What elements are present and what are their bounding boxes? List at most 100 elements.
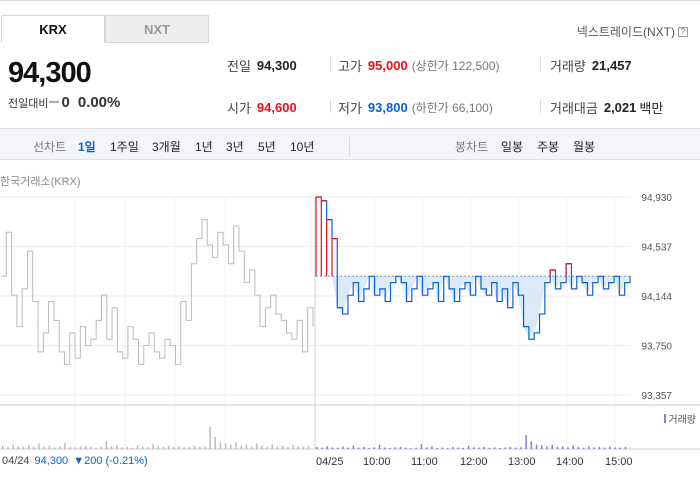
volume-bar	[84, 445, 87, 449]
volume-bar	[136, 445, 139, 449]
volume-legend-swatch	[664, 414, 667, 423]
volume-bar	[446, 448, 449, 449]
stat-label: 고가	[338, 59, 362, 74]
x-tick: 12:00	[460, 456, 488, 468]
period-3y[interactable]: 3년	[226, 140, 244, 154]
x-tick: 13:00	[508, 456, 536, 468]
period-1y[interactable]: 1년	[195, 140, 213, 154]
volume-bar	[53, 447, 56, 449]
x-tick: 14:00	[556, 456, 584, 468]
volume-bar	[38, 443, 40, 449]
period-5y[interactable]: 5년	[258, 140, 276, 154]
volume-bar	[389, 447, 391, 449]
tab-nxt[interactable]: NXT	[105, 15, 209, 43]
volume-bar	[276, 446, 279, 449]
stat-value: 21,457	[591, 58, 632, 73]
line-chart-label[interactable]: 선차트	[33, 140, 67, 154]
volume-bar	[12, 444, 14, 449]
volume-bar	[69, 446, 71, 449]
volume-bar	[307, 445, 310, 449]
y-tick-label: 93,750	[641, 342, 672, 353]
volume-bar	[363, 446, 365, 449]
volume-bar	[235, 442, 237, 449]
volume-bar	[394, 447, 396, 449]
x-tick: 11:00	[411, 456, 438, 468]
volume-legend-text: 거래량	[668, 415, 696, 426]
volume-bar	[493, 447, 496, 449]
volume-bar	[556, 446, 559, 449]
volume-bar	[183, 447, 185, 449]
volume-bar	[572, 445, 574, 449]
divider	[540, 99, 541, 113]
volume-bar	[342, 446, 344, 449]
volume-bar	[281, 445, 284, 449]
period-1d[interactable]: 1일	[78, 140, 96, 154]
volume-bar	[116, 445, 118, 449]
stat-high: 고가 95,000 (상한가 122,500)	[338, 56, 500, 75]
stat-value: 2,021	[603, 100, 637, 115]
volume-bar	[316, 446, 318, 449]
volume-bar	[204, 446, 206, 449]
volume-bar	[178, 446, 180, 449]
period-1w[interactable]: 1주일	[110, 140, 139, 154]
stat-volume: 거래량 21,457	[550, 56, 632, 75]
volume-bar	[95, 447, 97, 449]
volume-bar	[33, 446, 35, 449]
change-label: 전일대비	[8, 97, 49, 110]
volume-bar	[541, 445, 543, 449]
stat-low: 저가 93,800 (하한가 66,100)	[338, 98, 493, 117]
volume-bar	[302, 446, 305, 449]
volume-bar	[292, 445, 294, 449]
prev-day-change: ▼200 (-0.21%)	[73, 455, 148, 467]
volume-bar	[499, 447, 501, 449]
volume-bar	[261, 445, 263, 449]
volume-bar	[567, 447, 569, 449]
stat-label: 거래량	[550, 59, 586, 74]
series-today	[316, 196, 631, 340]
volume-bar	[43, 446, 45, 449]
volume-bar	[467, 445, 470, 449]
stat-label: 시가	[227, 101, 251, 116]
upper-limit: (상한가 122,500)	[411, 59, 500, 73]
stat-prev-close: 전일 94,300	[227, 56, 297, 75]
volume-bar	[588, 446, 590, 449]
nextrade-info[interactable]: 넥스트레이드(NXT) ?	[577, 23, 688, 40]
volume-bar	[193, 445, 196, 449]
volume-bar	[287, 446, 289, 449]
stat-value: 93,800	[367, 100, 408, 115]
volume-bar	[415, 447, 417, 449]
change-percent: 0.00%	[77, 94, 121, 111]
period-10y[interactable]: 10년	[290, 140, 315, 154]
candle-chart-label[interactable]: 봉차트	[455, 140, 489, 154]
candle-monthly[interactable]: 월봉	[573, 140, 596, 154]
candle-daily[interactable]: 일봉	[501, 140, 524, 154]
volume-bar	[614, 447, 616, 449]
volume-bar	[198, 446, 201, 449]
volume-bar	[271, 444, 274, 449]
volume-bar	[577, 446, 580, 449]
stat-label: 거래대금	[550, 101, 598, 116]
help-icon[interactable]: ?	[678, 26, 688, 37]
period-3m[interactable]: 3개월	[152, 140, 181, 154]
volume-bar	[535, 444, 538, 449]
volume-bar	[152, 444, 154, 449]
volume-bar	[27, 445, 30, 449]
volume-bar	[399, 446, 402, 449]
candle-weekly[interactable]: 주봉	[537, 140, 560, 154]
volume-bar	[530, 441, 533, 449]
volume-bar	[240, 445, 242, 449]
intraday-chart: 94,930 94,537 94,144 93,750 93,357	[0, 193, 700, 450]
series-prev-day	[1, 219, 314, 365]
divider	[540, 57, 541, 71]
stat-label: 저가	[338, 101, 362, 116]
volume-bar	[404, 447, 407, 449]
volume-bar	[520, 447, 522, 449]
volume-bar	[209, 427, 211, 449]
tab-krx[interactable]: KRX	[1, 15, 105, 43]
volume-bar	[219, 442, 222, 449]
volume-bar	[157, 446, 159, 449]
y-axis: 94,930 94,537 94,144 93,750 93,357	[641, 193, 672, 402]
volume-bar	[110, 446, 113, 449]
up-segments	[315, 196, 572, 277]
